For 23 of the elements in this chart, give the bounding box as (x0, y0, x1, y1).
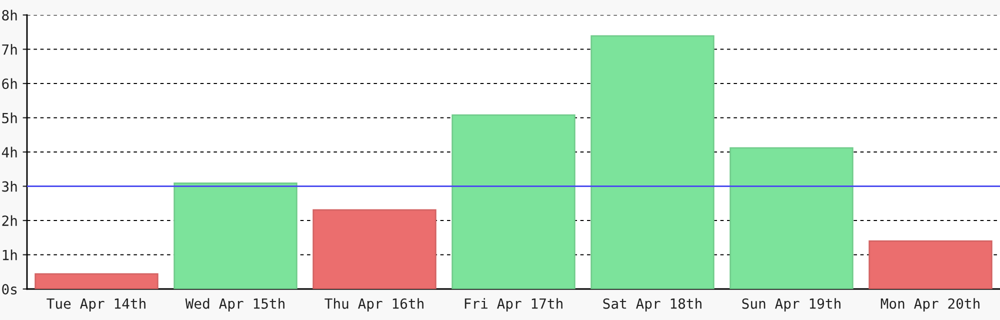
y-tick-label: 5h (2, 112, 17, 124)
y-tick-label: 8h (2, 10, 17, 21)
bar (34, 273, 158, 289)
x-tick-label: Fri Apr 17th (464, 298, 562, 312)
x-tick-label: Sun Apr 19th (742, 298, 840, 312)
y-tick-label: 4h (2, 146, 17, 158)
y-tick-label: 0s (2, 284, 17, 295)
y-tick-label: 1h (2, 250, 17, 260)
x-tick-label: Mon Apr 20th (880, 298, 980, 312)
x-tick-label: Thu Apr 16th (324, 298, 424, 312)
y-tick-label: 7h (2, 44, 17, 55)
x-tick-label: Tue Apr 14th (46, 298, 146, 312)
bar (868, 240, 992, 289)
bar (590, 35, 714, 289)
bar (452, 114, 576, 289)
x-tick-label: Wed Apr 15th (185, 298, 284, 312)
bar (174, 182, 298, 289)
x-tick-label: Sat Apr 18th (603, 298, 702, 312)
y-tick-label: 3h (2, 181, 17, 192)
bar (312, 209, 436, 289)
bar (730, 147, 854, 289)
y-tick-label: 2h (2, 215, 17, 226)
y-tick-label: 6h (2, 78, 17, 90)
